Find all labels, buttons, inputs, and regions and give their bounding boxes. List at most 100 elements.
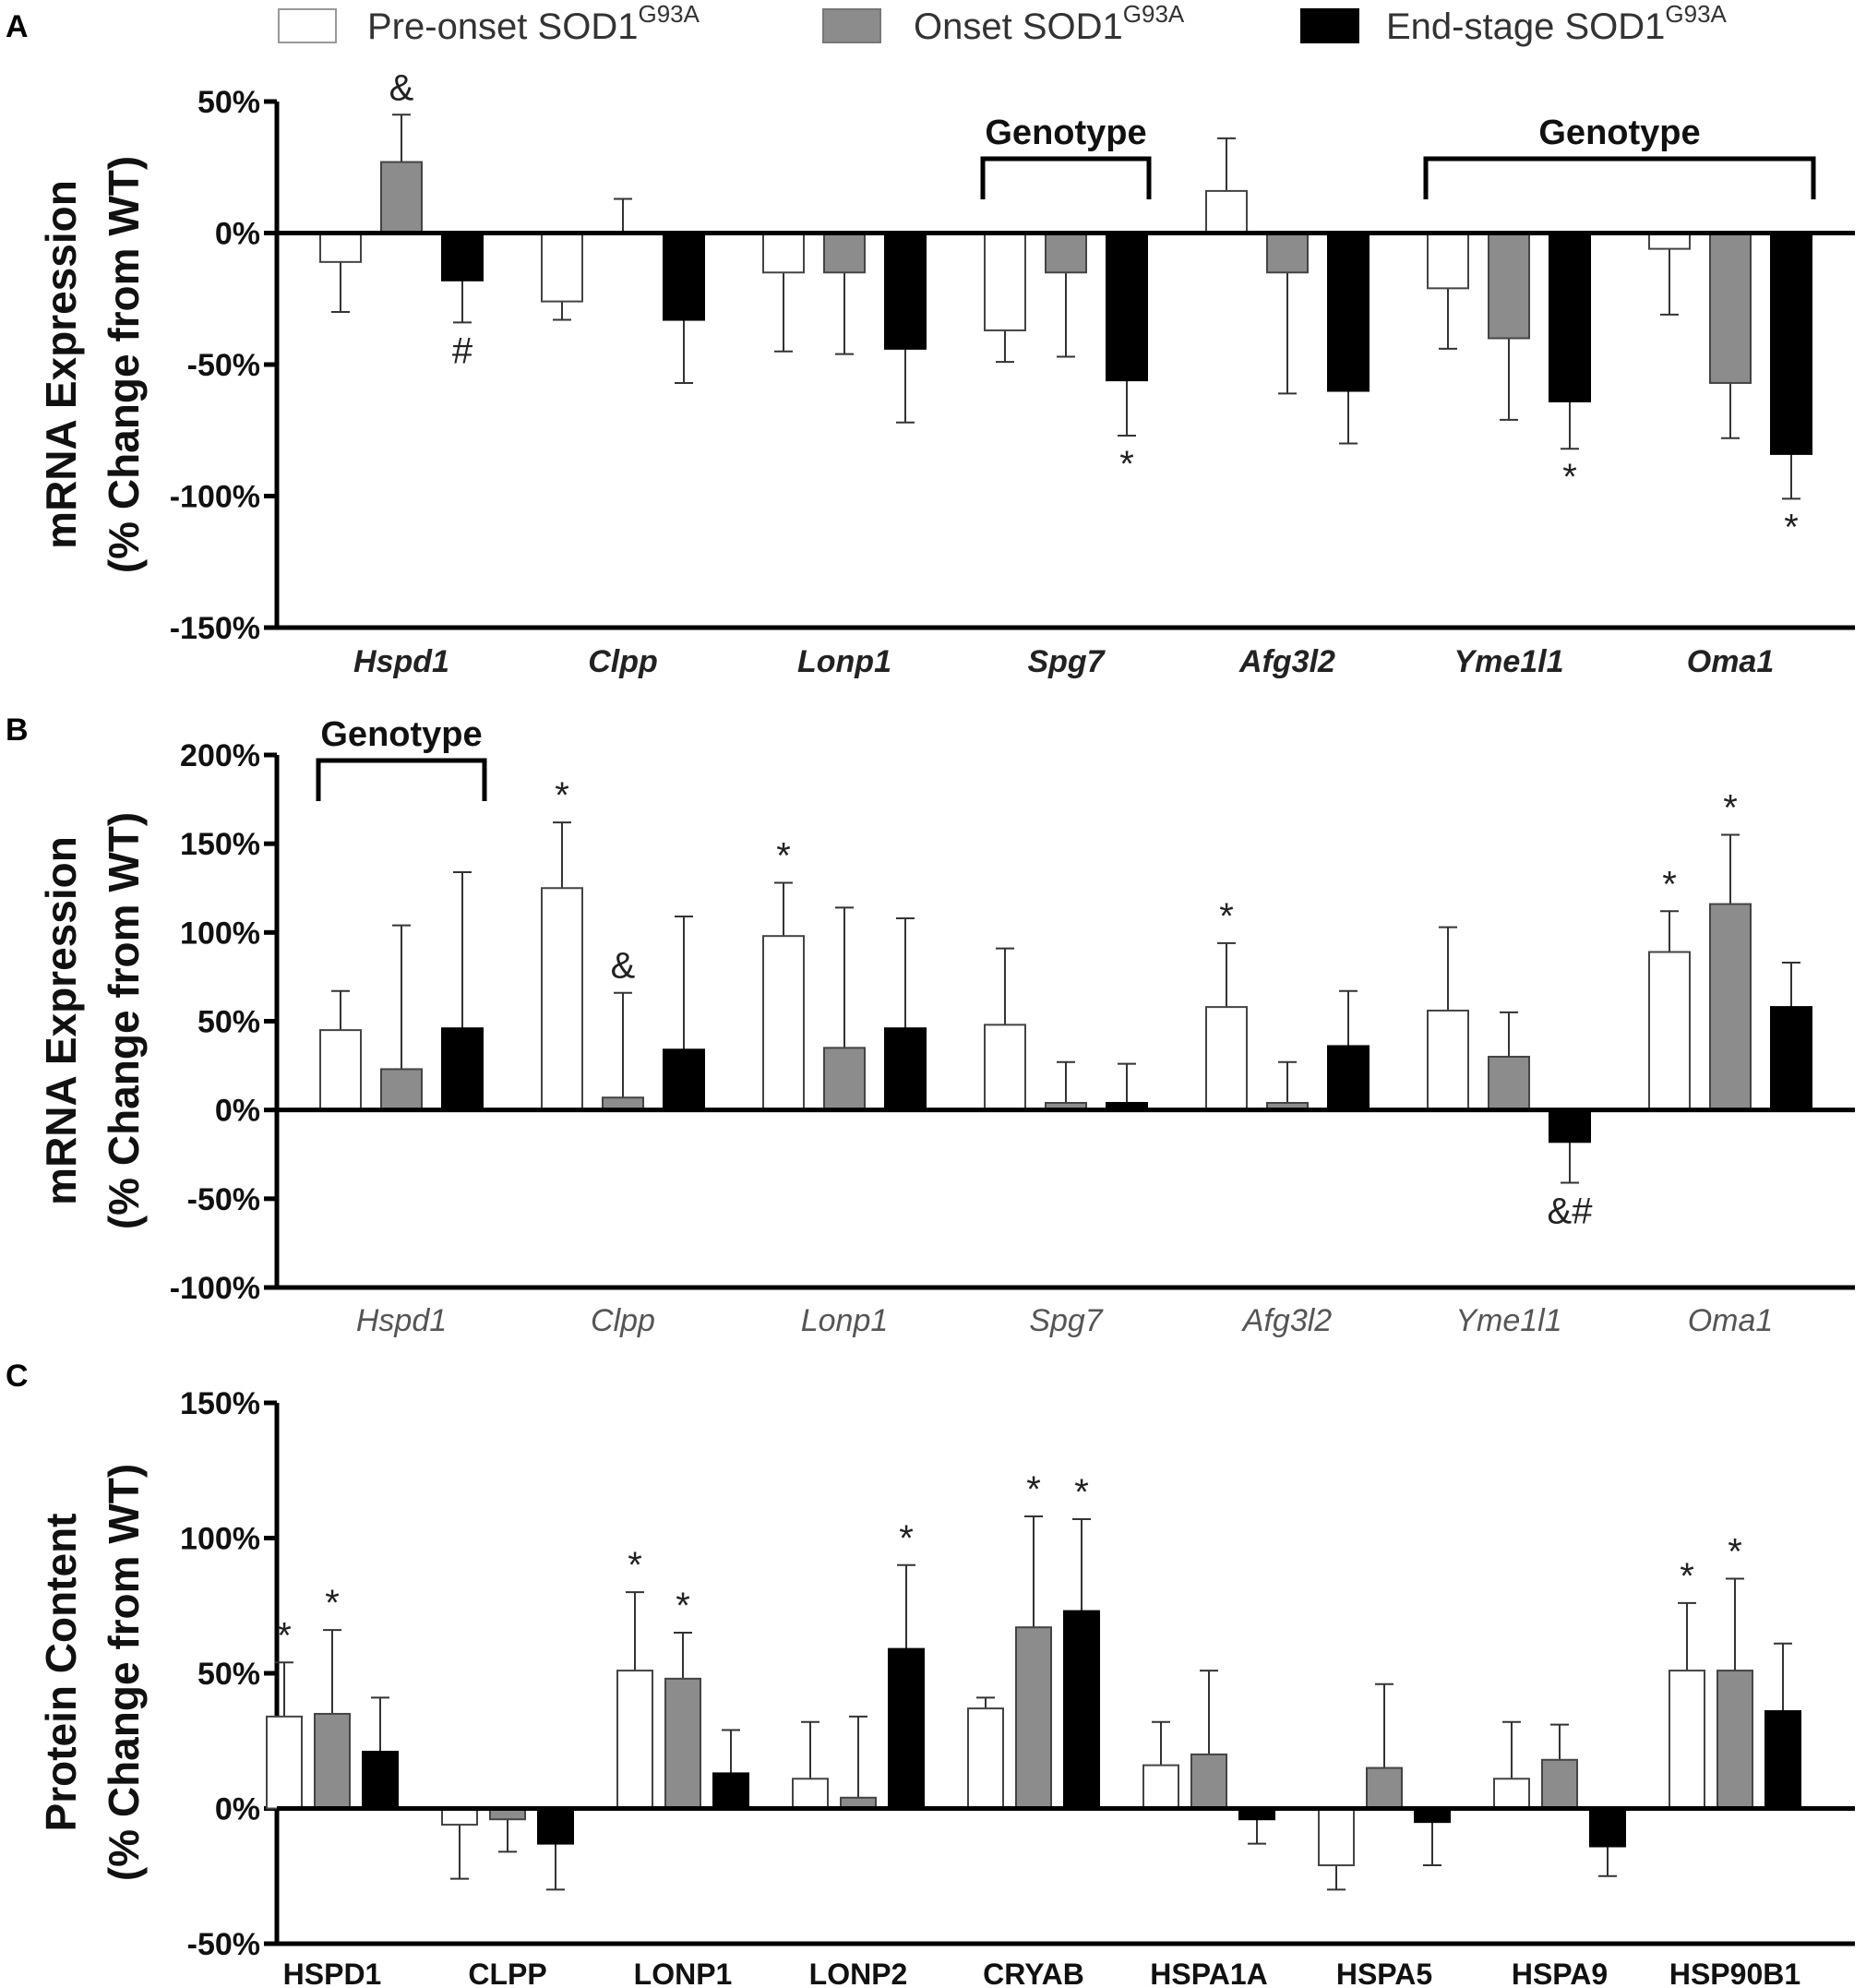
panel-a-ylabel-line1: mRNA Expression: [37, 180, 85, 549]
legend-sup-onset: G93A: [1123, 0, 1185, 28]
panel-c-ytick-label: 100%: [180, 1522, 260, 1557]
panel-c-annotation: *: [325, 1583, 340, 1623]
bar-a-oma1-end-stage: [1770, 232, 1812, 455]
bar-b-afg3l2-end-stage: [1327, 1045, 1370, 1111]
bar-b-lonp1-pre-onset: [762, 935, 805, 1111]
svg-text:End-stage SOD1G93A: End-stage SOD1G93A: [1386, 0, 1728, 47]
panel-b-annotation: *: [776, 835, 791, 876]
panel-b-chart: 200% 150% 100% 50% 0% -50% -100% mRNA Expressio…: [37, 715, 1855, 1338]
bar-a-spg7-onset: [1045, 232, 1087, 274]
bar-c-cryab-end-stage: [1063, 1610, 1100, 1810]
bar-c-hsp90b1-end-stage: [1764, 1710, 1801, 1810]
bar-c-clpp-end-stage: [537, 1807, 574, 1845]
bar-a-yme1l1-end-stage: [1549, 232, 1591, 402]
bar-a-clpp-pre-onset: [541, 232, 583, 303]
panel-c-annotation: *: [1728, 1531, 1742, 1572]
panel-c-category-label: HSP90B1: [1669, 1958, 1800, 1988]
bar-a-lonp1-onset: [823, 232, 866, 274]
panel-a-genotype-label: Genotype: [1538, 114, 1700, 152]
panel-c-category-label: CRYAB: [983, 1958, 1084, 1988]
panel-c-ylabel-line2: (% Change from WT): [100, 1464, 148, 1881]
panel-b-annotation: &#: [1548, 1192, 1594, 1232]
bar-b-spg7-pre-onset: [984, 1024, 1026, 1111]
panel-letter-b: B: [6, 713, 29, 748]
panel-b-annotation: *: [555, 775, 569, 816]
bar-c-hsp90b1-pre-onset: [1669, 1670, 1705, 1810]
panel-b-category-label: Oma1: [1688, 1303, 1774, 1338]
panel-c-category-label: LONP1: [634, 1958, 733, 1988]
panel-b-category-label: Lonp1: [801, 1303, 889, 1338]
bar-c-cryab-onset: [1015, 1626, 1052, 1810]
panel-a-ytick-label: 0%: [215, 217, 260, 252]
panel-b-annotation: *: [1662, 864, 1677, 904]
panel-b-category-label: Spg7: [1029, 1303, 1103, 1338]
panel-b-category-label: Afg3l2: [1241, 1303, 1332, 1338]
bar-b-yme1l1-onset: [1488, 1055, 1530, 1111]
panel-a-ytick-label: -150%: [170, 611, 260, 646]
bar-c-lonp2-end-stage: [888, 1647, 925, 1810]
bar-c-hspd1-onset: [314, 1712, 351, 1810]
bar-a-afg3l2-pre-onset: [1205, 189, 1248, 234]
panel-c-category-label: HSPA5: [1336, 1958, 1432, 1988]
panel-c-category-label: CLPP: [468, 1958, 546, 1988]
bar-b-clpp-pre-onset: [541, 887, 583, 1111]
svg-text:Pre-onset SOD1G93A: Pre-onset SOD1G93A: [367, 0, 700, 47]
panel-a-ytick-label: -50%: [187, 348, 260, 383]
panel-b-annotation: &: [611, 946, 636, 987]
panel-b-category-label: Yme1l1: [1455, 1303, 1561, 1338]
panel-b-ylabel-line2: (% Change from WT): [100, 812, 148, 1229]
panel-c-category-label: HSPA1A: [1150, 1958, 1267, 1988]
panel-b-ytick-label: 200%: [180, 738, 260, 773]
panel-a-ytick-label: -100%: [170, 480, 260, 515]
bar-a-lonp1-pre-onset: [762, 232, 805, 274]
bar-b-hspd1-end-stage: [441, 1027, 484, 1111]
bar-b-oma1-pre-onset: [1648, 951, 1691, 1111]
bar-b-oma1-end-stage: [1770, 1006, 1812, 1111]
legend-swatch-onset: [822, 8, 881, 43]
bar-c-cryab-pre-onset: [967, 1707, 1004, 1810]
panel-b-annotation: *: [1723, 788, 1738, 829]
panel-letter-a: A: [6, 9, 29, 44]
bar-a-oma1-onset: [1709, 232, 1752, 384]
bar-c-lonp1-end-stage: [712, 1772, 749, 1810]
panel-a-category-label: Hspd1: [353, 644, 449, 679]
panel-c-annotation: *: [1074, 1472, 1089, 1513]
panel-b-ylabel-line1: mRNA Expression: [37, 836, 85, 1205]
panel-b-ytick-label: 100%: [180, 916, 260, 951]
bar-a-hspd1-onset: [380, 161, 423, 234]
bar-c-hspa5-onset: [1366, 1766, 1403, 1810]
bar-c-lonp1-pre-onset: [616, 1670, 653, 1810]
panel-c-annotation: *: [1026, 1469, 1041, 1510]
legend-label-pre-onset: Pre-onset SOD1: [367, 6, 638, 47]
bar-b-afg3l2-pre-onset: [1205, 1006, 1248, 1111]
panel-b-genotype-label: Genotype: [320, 715, 482, 754]
bar-c-hspd1-pre-onset: [266, 1715, 303, 1810]
panel-b-category-label: Clpp: [591, 1303, 655, 1338]
bar-a-clpp-end-stage: [663, 232, 705, 321]
panel-c-annotation: *: [628, 1545, 642, 1586]
legend-swatch-end-stage: [1300, 8, 1359, 43]
legend-label-onset: Onset SOD1: [914, 6, 1123, 47]
panel-a-category-label: Afg3l2: [1238, 644, 1335, 679]
panel-c-annotation: *: [676, 1586, 690, 1626]
panel-c-ytick-label: 150%: [180, 1386, 260, 1421]
bar-c-lonp1-onset: [664, 1677, 701, 1810]
panel-a-annotation: &: [389, 67, 414, 108]
panel-c-category-label: HSPD1: [283, 1958, 382, 1988]
svg-text:Onset SOD1G93A: Onset SOD1G93A: [914, 0, 1185, 47]
panel-c-ytick-label: -50%: [187, 1927, 260, 1962]
bar-a-lonp1-end-stage: [884, 232, 927, 350]
panel-b-genotype-bracket: [316, 758, 487, 801]
panel-c-category-label: HSPA9: [1512, 1958, 1608, 1988]
bar-b-hspd1-onset: [380, 1068, 423, 1111]
bar-a-spg7-end-stage: [1106, 232, 1148, 382]
legend-item-pre-onset: Pre-onset SOD1G93A: [278, 0, 700, 47]
bar-a-afg3l2-end-stage: [1327, 232, 1370, 392]
panel-b-ytick-label: 50%: [197, 1005, 260, 1040]
bar-a-oma1-pre-onset: [1648, 232, 1691, 250]
legend-sup-end-stage: G93A: [1665, 0, 1727, 28]
panel-a-annotation: *: [1119, 444, 1134, 485]
bar-b-clpp-end-stage: [663, 1048, 705, 1111]
legend-item-end-stage: End-stage SOD1G93A: [1300, 0, 1728, 47]
